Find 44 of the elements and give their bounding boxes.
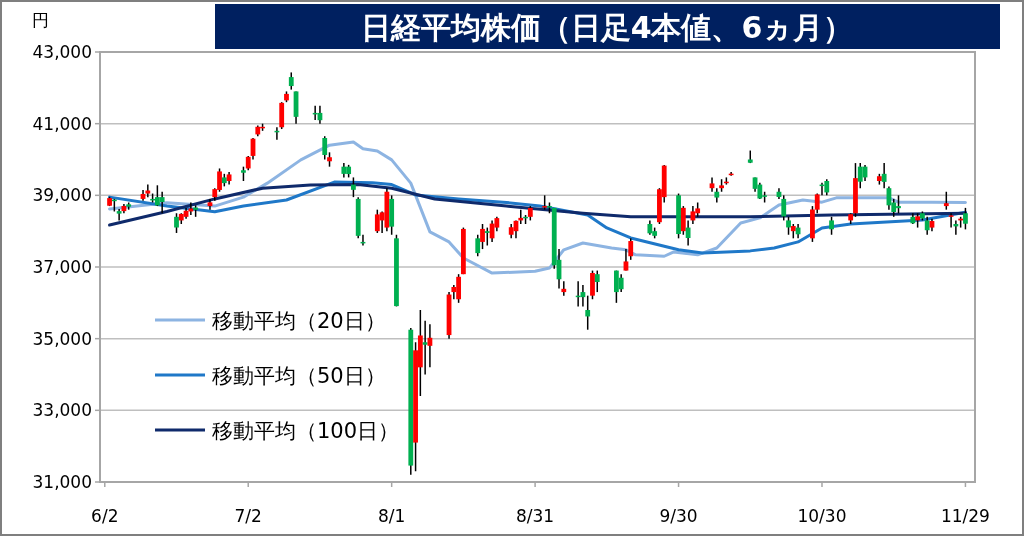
candlestick xyxy=(857,162,863,189)
candlestick xyxy=(116,208,122,222)
line-series xyxy=(108,140,967,275)
candlestick xyxy=(480,223,485,250)
x-tick-label: 8/31 xyxy=(516,506,555,526)
candlestick xyxy=(475,234,481,257)
line-series xyxy=(108,183,967,227)
legend-label: 移動平均（100日） xyxy=(212,419,400,443)
y-tick-label: 33,000 xyxy=(32,400,92,421)
x-tick-label: 8/1 xyxy=(377,506,406,526)
title: 日経平均株価（日足4本値、6ヵ月） xyxy=(215,4,1000,49)
x-tick-label: 6/2 xyxy=(91,506,119,526)
x-tick-label: 11/29 xyxy=(940,506,990,526)
x-tick-label: 10/30 xyxy=(797,506,847,526)
y-axis-title: 円 xyxy=(31,10,49,30)
legend-label: 移動平均（50日） xyxy=(212,364,386,388)
candlestick xyxy=(781,194,787,222)
candlestick xyxy=(561,280,567,297)
candlestick xyxy=(585,294,591,331)
x-tick-label: 9/30 xyxy=(659,506,698,526)
candlestick xyxy=(188,201,194,216)
candlestick xyxy=(351,176,356,198)
y-tick-label: 39,000 xyxy=(32,185,92,206)
candlestick xyxy=(145,183,151,198)
candlestick xyxy=(422,320,428,376)
chart-title: 日経平均株価（日足4本値、6ヵ月） xyxy=(360,10,854,45)
y-tick-label: 31,000 xyxy=(32,472,92,492)
candlestick xyxy=(374,208,380,234)
candlestick xyxy=(685,219,691,247)
y-tick-label: 35,000 xyxy=(32,328,92,349)
candlestick xyxy=(322,135,328,161)
candlestick xyxy=(590,269,595,300)
candlestick xyxy=(628,237,634,261)
candlestick xyxy=(594,269,600,293)
legend-label: 移動平均（20日） xyxy=(212,309,386,333)
candlestick xyxy=(948,212,954,229)
candlestick xyxy=(881,162,887,189)
candlestick xyxy=(174,212,179,234)
y-tick-label: 37,000 xyxy=(32,257,92,277)
candlestick xyxy=(159,191,165,214)
y-tick-label: 41,000 xyxy=(32,113,92,134)
y-tick-label: 43,000 xyxy=(32,42,92,62)
candlestick xyxy=(963,207,968,231)
x-tick-label: 7/2 xyxy=(234,506,262,526)
